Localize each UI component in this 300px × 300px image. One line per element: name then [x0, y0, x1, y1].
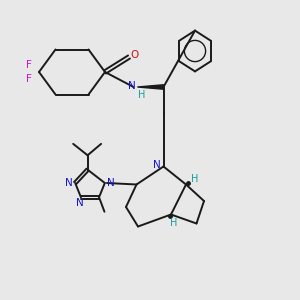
- Text: F: F: [26, 60, 32, 70]
- Text: H: H: [170, 218, 178, 228]
- Text: N: N: [107, 178, 115, 188]
- Text: N: N: [153, 160, 161, 170]
- Polygon shape: [137, 85, 164, 89]
- Text: N: N: [128, 80, 136, 91]
- Text: N: N: [76, 198, 83, 208]
- Text: H: H: [191, 174, 198, 184]
- Text: O: O: [130, 50, 139, 61]
- Text: N: N: [65, 178, 73, 188]
- Text: H: H: [138, 90, 146, 100]
- Text: F: F: [26, 74, 32, 84]
